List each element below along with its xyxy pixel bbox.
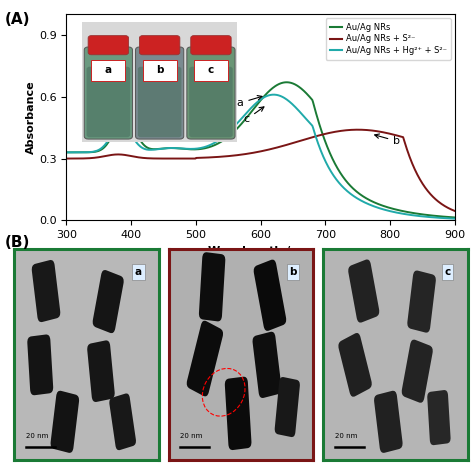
Text: a: a: [135, 267, 142, 277]
FancyBboxPatch shape: [51, 391, 79, 453]
FancyBboxPatch shape: [27, 335, 53, 395]
Text: (B): (B): [5, 235, 30, 250]
FancyBboxPatch shape: [275, 377, 300, 437]
Text: 20 nm: 20 nm: [335, 433, 357, 439]
Text: b: b: [289, 267, 297, 277]
Text: c: c: [445, 267, 451, 277]
FancyBboxPatch shape: [87, 340, 115, 402]
FancyBboxPatch shape: [348, 259, 379, 323]
FancyBboxPatch shape: [187, 320, 223, 396]
Legend: Au/Ag NRs, Au/Ag NRs + S²⁻, Au/Ag NRs + Hg²⁺ + S²⁻: Au/Ag NRs, Au/Ag NRs + S²⁻, Au/Ag NRs + …: [326, 18, 451, 60]
FancyBboxPatch shape: [109, 393, 136, 450]
Y-axis label: Absorbance: Absorbance: [26, 81, 36, 154]
FancyBboxPatch shape: [427, 390, 451, 445]
FancyBboxPatch shape: [407, 271, 436, 333]
FancyBboxPatch shape: [225, 377, 251, 450]
FancyBboxPatch shape: [92, 270, 124, 333]
FancyBboxPatch shape: [32, 260, 60, 322]
Text: b: b: [374, 134, 400, 146]
Text: 20 nm: 20 nm: [180, 433, 203, 439]
FancyBboxPatch shape: [338, 333, 372, 397]
X-axis label: Wavelength / nm: Wavelength / nm: [208, 246, 313, 255]
FancyBboxPatch shape: [253, 332, 282, 398]
Text: a: a: [237, 96, 262, 108]
Text: c: c: [243, 107, 264, 125]
Text: 20 nm: 20 nm: [26, 433, 48, 439]
FancyBboxPatch shape: [374, 391, 402, 453]
FancyBboxPatch shape: [254, 260, 286, 331]
Text: (A): (A): [5, 12, 30, 27]
FancyBboxPatch shape: [199, 252, 225, 321]
FancyBboxPatch shape: [401, 339, 433, 403]
